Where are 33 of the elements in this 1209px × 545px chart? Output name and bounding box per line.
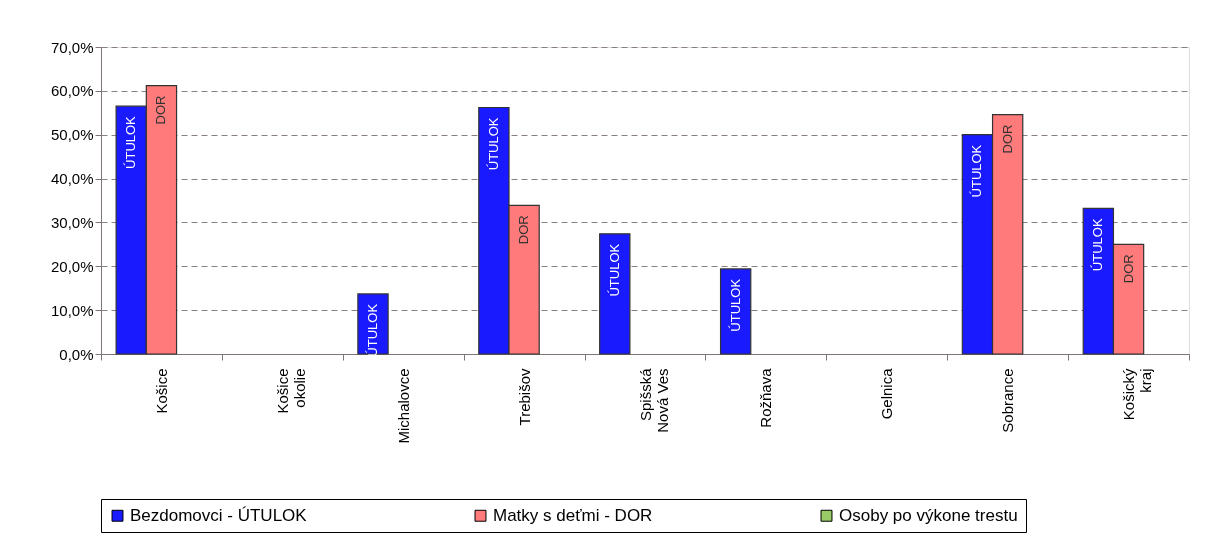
y-tick-label: 20,0%: [50, 257, 94, 275]
x-tick-label: Košice: [152, 368, 170, 414]
data-label: DOR: [1120, 254, 1136, 284]
legend-label: Bezdomovci - ÚTULOK: [130, 505, 308, 525]
x-tick-label: Košice okolie: [273, 368, 308, 414]
data-label: ÚTULOK: [1090, 218, 1106, 272]
x-tick-label: Trebišov: [515, 368, 533, 426]
y-tick-label: 50,0%: [50, 126, 94, 144]
x-tick-label: Michalovce: [394, 368, 412, 444]
data-label: DOR: [516, 215, 532, 245]
y-tick-label: 30,0%: [50, 213, 94, 231]
data-label: ÚTULOK: [727, 278, 743, 332]
x-tick-label: Gelnica: [878, 367, 896, 420]
y-tick-label: 60,0%: [50, 82, 94, 100]
data-label: ÚTULOK: [606, 243, 622, 297]
data-label: DOR: [999, 124, 1015, 154]
y-tick-label: 0,0%: [59, 345, 94, 363]
y-tick-label: 40,0%: [50, 170, 94, 188]
legend-label: Osoby po výkone trestu: [839, 505, 1018, 525]
bar: [719, 268, 752, 355]
x-tick-label: Sobrance: [999, 368, 1017, 433]
bar: [357, 293, 389, 355]
data-label: DOR: [153, 95, 169, 125]
x-tick-label: Košický kraj: [1120, 368, 1155, 421]
x-tick-label: Rožňava: [757, 367, 775, 428]
data-label: ÚTULOK: [485, 117, 501, 171]
x-tick-label: Spišská Nová Ves: [636, 367, 671, 433]
y-tick-label: 10,0%: [50, 301, 94, 319]
data-label: ÚTULOK: [969, 144, 985, 198]
y-tick-label: 70,0%: [50, 38, 94, 56]
legend-label: Matky s deťmi - DOR: [493, 505, 653, 525]
bar: [599, 233, 631, 355]
data-label: ÚTULOK: [123, 115, 139, 169]
